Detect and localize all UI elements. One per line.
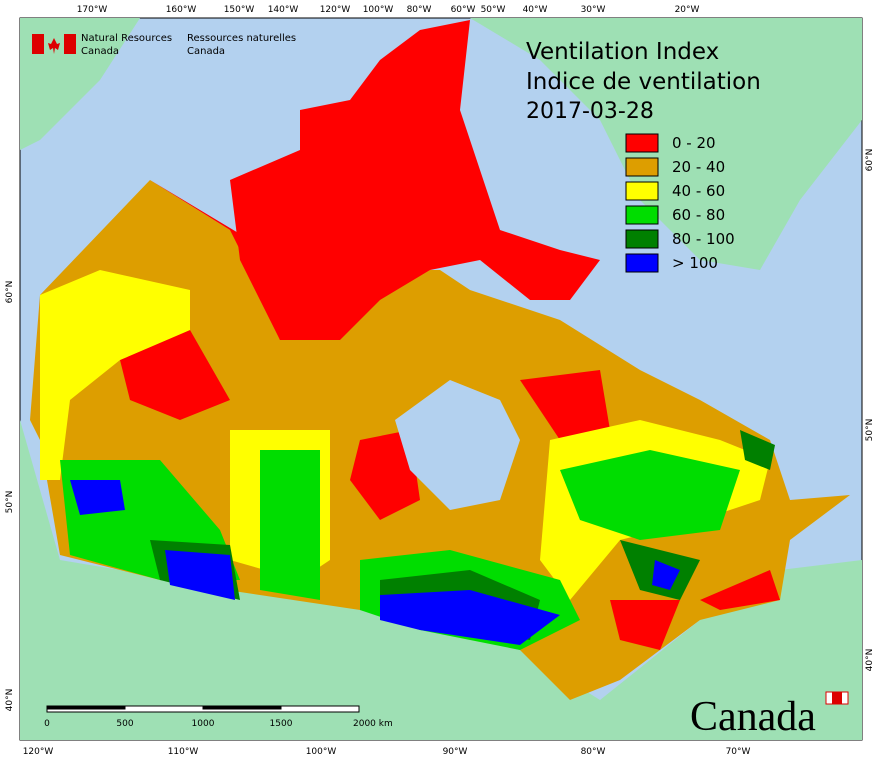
longitude-label: 140°W: [268, 5, 299, 15]
latitude-label: 60°N: [5, 281, 15, 304]
scale-label: 1000: [192, 719, 215, 729]
legend-swatch: [625, 253, 659, 273]
agency-en: Natural Resources: [81, 33, 172, 44]
latitude-label: 50°N: [5, 491, 15, 514]
legend-label: 40 - 60: [672, 182, 725, 200]
latitude-label: 40°N: [5, 689, 15, 712]
legend-label: 0 - 20: [672, 134, 716, 152]
longitude-label: 100°W: [363, 5, 394, 15]
legend-label: 60 - 80: [672, 206, 725, 224]
canada-ventilation: [30, 20, 850, 700]
wordmark: Canada: [690, 694, 816, 740]
longitude-label: 120°W: [23, 747, 54, 757]
wordmark-flag: [832, 692, 842, 704]
latitude-label: 40°N: [865, 649, 875, 672]
longitude-label: 110°W: [168, 747, 199, 757]
neighbour-land: [20, 18, 862, 740]
legend-label: 80 - 100: [672, 230, 735, 248]
legend-label: > 100: [672, 254, 718, 272]
longitude-label: 160°W: [166, 5, 197, 15]
agency-en: Canada: [81, 46, 119, 57]
longitude-label: 100°W: [306, 747, 337, 757]
legend-swatch: [625, 157, 659, 177]
longitude-label: 150°W: [224, 5, 255, 15]
scale-label: 500: [116, 719, 133, 729]
legend-swatch: [625, 229, 659, 249]
scale-label: 2000 km: [353, 719, 393, 729]
latitude-label: 60°N: [865, 149, 875, 172]
longitude-label: 50°W: [481, 5, 506, 15]
title-date: 2017-03-28: [526, 99, 654, 124]
scale-label: 0: [44, 719, 50, 729]
agency-fr: Canada: [187, 46, 225, 57]
title: Indice de ventilation: [526, 69, 761, 95]
longitude-label: 40°W: [523, 5, 548, 15]
longitude-label: 60°W: [451, 5, 476, 15]
latitude-label: 50°N: [865, 419, 875, 442]
longitude-label: 120°W: [320, 5, 351, 15]
longitude-label: 170°W: [77, 5, 108, 15]
legend-swatch: [625, 181, 659, 201]
legend-swatch: [625, 133, 659, 153]
agency-fr: Ressources naturelles: [187, 33, 296, 44]
longitude-label: 80°W: [581, 747, 606, 757]
longitude-label: 20°W: [675, 5, 700, 15]
maple-leaf: [48, 38, 60, 54]
longitude-label: 30°W: [581, 5, 606, 15]
legend-swatch: [625, 205, 659, 225]
longitude-label: 70°W: [726, 747, 751, 757]
scale-label: 1500: [270, 719, 293, 729]
legend-label: 20 - 40: [672, 158, 725, 176]
longitude-label: 90°W: [443, 747, 468, 757]
flag-bar: [32, 34, 44, 54]
longitude-label: 80°W: [407, 5, 432, 15]
title: Ventilation Index: [526, 39, 719, 65]
flag-bar: [64, 34, 76, 54]
scale-bar: [46, 705, 360, 713]
